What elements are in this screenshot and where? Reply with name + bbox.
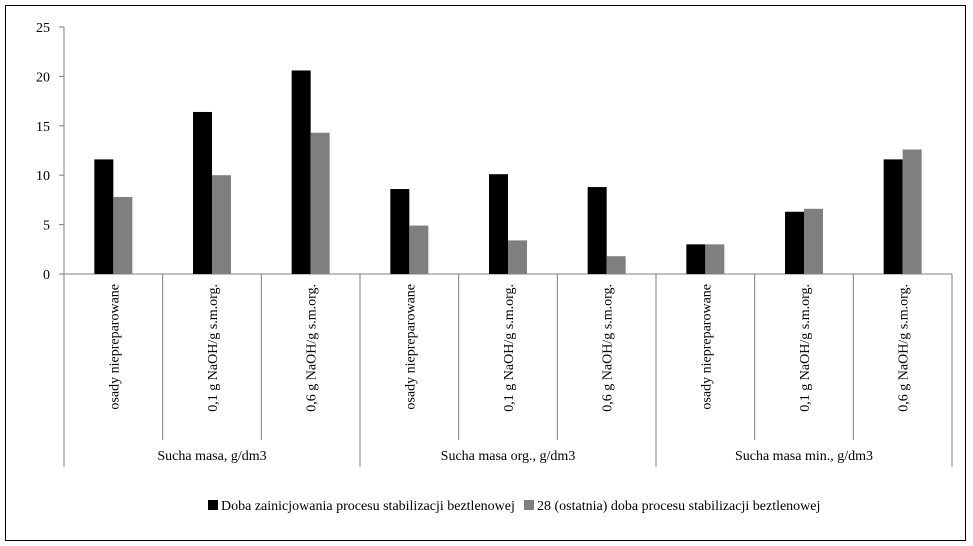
group-label: Sucha masa min., g/dm3 [735,449,873,464]
category-label: 0,6 g NaOH/g s.m.org. [305,284,320,412]
bar-series-2 [212,175,231,274]
category-label: 0,6 g NaOH/g s.m.org. [897,284,912,412]
bar-series-2 [409,225,429,274]
bar-series-2 [804,208,823,274]
group-label: Sucha masa, g/dm3 [157,449,266,464]
bar-series-2 [705,244,725,274]
bar-series-2 [310,132,330,274]
y-tick-label: 0 [43,268,50,283]
bar-series-1 [883,159,903,274]
bar-series-1 [686,244,706,274]
bar-series-1 [785,211,804,274]
y-tick-label: 20 [36,70,50,85]
group-label: Sucha masa org., g/dm3 [441,449,576,464]
y-tick-label: 15 [36,120,50,135]
bar-series-1 [489,174,508,274]
legend-swatch-2 [524,500,534,510]
bar-series-1 [94,159,114,274]
category-label: osady niepreparowane [107,284,122,410]
y-tick-label: 10 [36,169,50,184]
category-label: 0,1 g NaOH/g s.m.org. [502,284,517,412]
y-tick-label: 25 [36,21,50,36]
category-label: 0,6 g NaOH/g s.m.org. [601,284,616,412]
legend: Doba zainicjowania procesu stabilizacji … [208,499,820,514]
bar-series-2 [606,256,626,274]
bar-series-1 [390,189,410,274]
category-label: osady niepreparowane [699,284,714,410]
bar-series-2 [902,149,922,274]
y-tick-label: 5 [43,219,50,234]
legend-label-2: 28 (ostatnia) doba procesu stabilizacji … [537,499,820,514]
legend-swatch-1 [208,500,218,510]
category-label: osady niepreparowane [403,284,418,410]
labels: 0 5 10 15 20 25 osady niepreparowane 0,1 g NaOH… [36,21,912,464]
bar-series-1 [587,187,607,274]
category-label: 0,1 g NaOH/g s.m.org. [798,284,813,412]
bars [94,70,922,274]
bar-series-2 [113,196,133,274]
bar-series-1 [291,70,311,274]
category-label: 0,1 g NaOH/g s.m.org. [206,284,221,412]
bar-series-1 [193,111,212,274]
bar-series-2 [508,240,527,274]
legend-label-1: Doba zainicjowania procesu stabilizacji … [221,499,515,514]
